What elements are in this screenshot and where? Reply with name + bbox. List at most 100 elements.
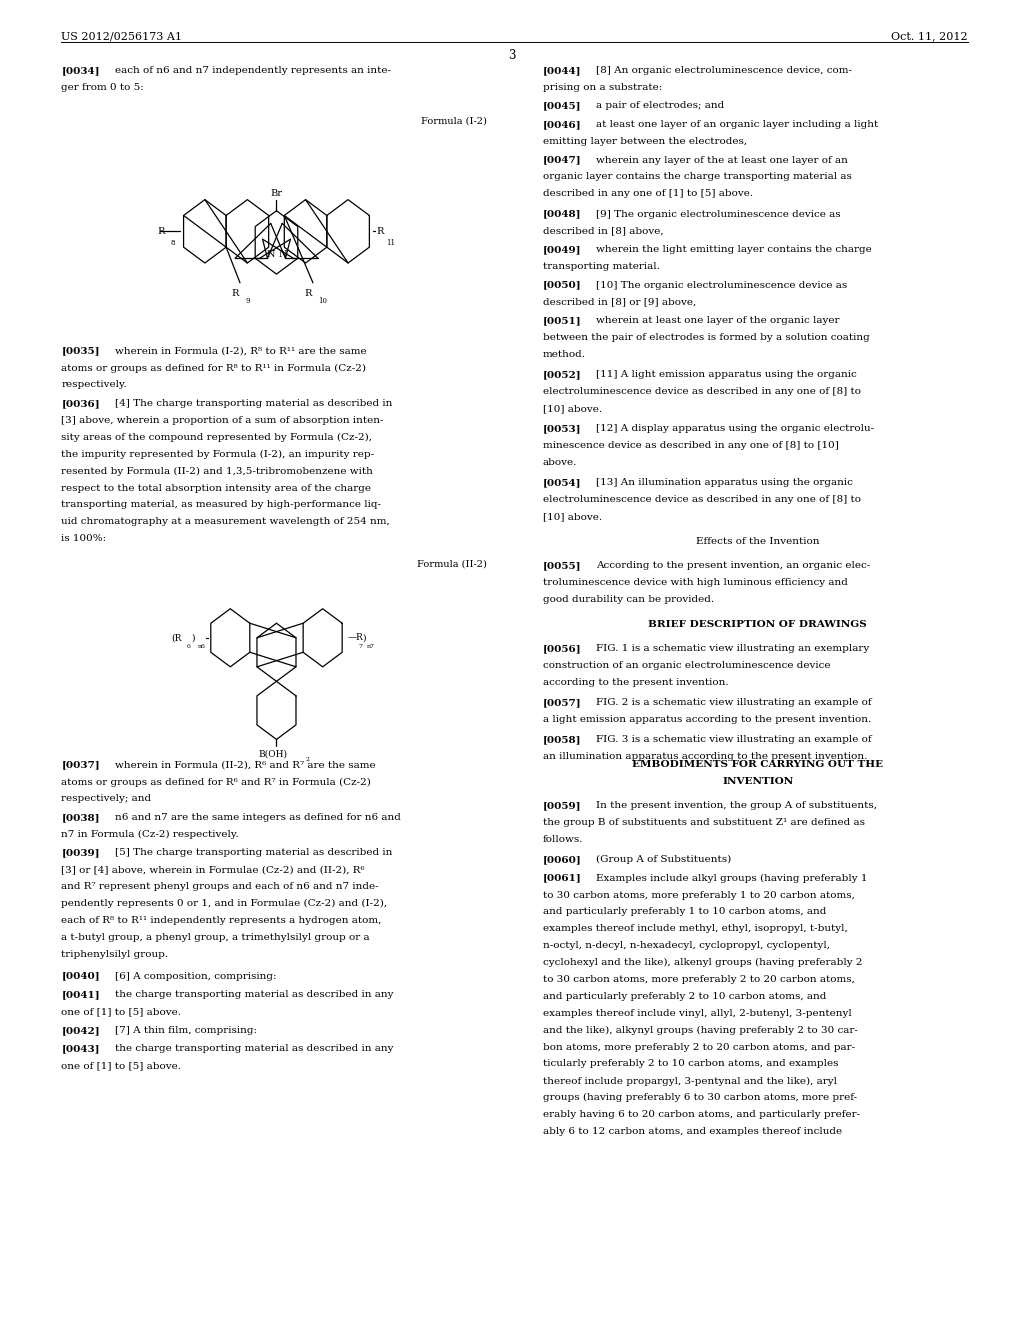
- Text: Formula (II-2): Formula (II-2): [417, 560, 486, 569]
- Text: electroluminescence device as described in any one of [8] to: electroluminescence device as described …: [543, 495, 861, 504]
- Text: thereof include propargyl, 3-pentynal and the like), aryl: thereof include propargyl, 3-pentynal an…: [543, 1076, 837, 1085]
- Text: [12] A display apparatus using the organic electrolu-: [12] A display apparatus using the organ…: [596, 424, 874, 433]
- Text: [0048]: [0048]: [543, 210, 582, 219]
- Text: [0052]: [0052]: [543, 370, 582, 379]
- Text: erably having 6 to 20 carbon atoms, and particularly prefer-: erably having 6 to 20 carbon atoms, and …: [543, 1110, 860, 1119]
- Text: respectively; and: respectively; and: [61, 795, 152, 804]
- Text: In the present invention, the group A of substituents,: In the present invention, the group A of…: [596, 801, 877, 810]
- Text: above.: above.: [543, 458, 578, 467]
- Text: Oct. 11, 2012: Oct. 11, 2012: [891, 32, 968, 42]
- Text: triphenylsilyl group.: triphenylsilyl group.: [61, 950, 169, 958]
- Text: the group B of substituents and substituent Z¹ are defined as: the group B of substituents and substitu…: [543, 818, 864, 826]
- Text: [0058]: [0058]: [543, 735, 582, 744]
- Text: 2: 2: [305, 756, 309, 762]
- Text: 8: 8: [170, 239, 174, 247]
- Text: each of n6 and n7 independently represents an inte-: each of n6 and n7 independently represen…: [115, 66, 391, 75]
- Text: ): ): [191, 634, 195, 643]
- Text: n7 in Formula (Cz-2) respectively.: n7 in Formula (Cz-2) respectively.: [61, 830, 239, 840]
- Text: ): ): [362, 634, 367, 643]
- Text: wherein at least one layer of the organic layer: wherein at least one layer of the organi…: [596, 315, 840, 325]
- Text: between the pair of electrodes is formed by a solution coating: between the pair of electrodes is formed…: [543, 333, 869, 342]
- Text: prising on a substrate:: prising on a substrate:: [543, 83, 662, 92]
- Text: construction of an organic electroluminescence device: construction of an organic electrolumine…: [543, 661, 830, 669]
- Text: [11] A light emission apparatus using the organic: [11] A light emission apparatus using th…: [596, 370, 857, 379]
- Text: method.: method.: [543, 350, 586, 359]
- Text: [0034]: [0034]: [61, 66, 100, 75]
- Text: 3: 3: [508, 49, 516, 62]
- Text: Examples include alkyl groups (having preferably 1: Examples include alkyl groups (having pr…: [596, 874, 867, 883]
- Text: minescence device as described in any one of [8] to [10]: minescence device as described in any on…: [543, 441, 839, 450]
- Text: [10] above.: [10] above.: [543, 404, 602, 413]
- Text: emitting layer between the electrodes,: emitting layer between the electrodes,: [543, 137, 746, 147]
- Text: US 2012/0256173 A1: US 2012/0256173 A1: [61, 32, 182, 42]
- Text: the charge transporting material as described in any: the charge transporting material as desc…: [115, 990, 393, 999]
- Text: [0055]: [0055]: [543, 561, 582, 570]
- Text: according to the present invention.: according to the present invention.: [543, 677, 728, 686]
- Text: BRIEF DESCRIPTION OF DRAWINGS: BRIEF DESCRIPTION OF DRAWINGS: [648, 620, 867, 630]
- Text: [7] A thin film, comprising:: [7] A thin film, comprising:: [115, 1026, 257, 1035]
- Text: resented by Formula (II-2) and 1,3,5-tribromobenzene with: resented by Formula (II-2) and 1,3,5-tri…: [61, 467, 374, 475]
- Text: [0035]: [0035]: [61, 347, 100, 355]
- Text: B(OH): B(OH): [259, 750, 288, 759]
- Text: 9: 9: [245, 297, 250, 305]
- Text: electroluminescence device as described in any one of [8] to: electroluminescence device as described …: [543, 387, 861, 396]
- Text: described in any one of [1] to [5] above.: described in any one of [1] to [5] above…: [543, 189, 753, 198]
- Text: wherein in Formula (II-2), R⁶ and R⁷ are the same: wherein in Formula (II-2), R⁶ and R⁷ are…: [115, 760, 376, 770]
- Text: and particularly preferably 1 to 10 carbon atoms, and: and particularly preferably 1 to 10 carb…: [543, 907, 826, 916]
- Text: respectively.: respectively.: [61, 380, 127, 389]
- Text: [0042]: [0042]: [61, 1026, 100, 1035]
- Text: good durability can be provided.: good durability can be provided.: [543, 595, 714, 603]
- Text: INVENTION: INVENTION: [722, 777, 794, 787]
- Text: [4] The charge transporting material as described in: [4] The charge transporting material as …: [115, 399, 392, 408]
- Text: [0039]: [0039]: [61, 849, 100, 858]
- Text: cyclohexyl and the like), alkenyl groups (having preferably 2: cyclohexyl and the like), alkenyl groups…: [543, 958, 862, 968]
- Text: organic layer contains the charge transporting material as: organic layer contains the charge transp…: [543, 173, 852, 181]
- Text: bon atoms, more preferably 2 to 20 carbon atoms, and par-: bon atoms, more preferably 2 to 20 carbo…: [543, 1043, 855, 1052]
- Text: respect to the total absorption intensity area of the charge: respect to the total absorption intensit…: [61, 483, 372, 492]
- Text: and R⁷ represent phenyl groups and each of n6 and n7 inde-: and R⁷ represent phenyl groups and each …: [61, 882, 379, 891]
- Text: [0049]: [0049]: [543, 246, 582, 253]
- Text: n-octyl, n-decyl, n-hexadecyl, cyclopropyl, cyclopentyl,: n-octyl, n-decyl, n-hexadecyl, cycloprop…: [543, 941, 829, 950]
- Text: [0051]: [0051]: [543, 315, 582, 325]
- Text: [0044]: [0044]: [543, 66, 582, 75]
- Text: —R: —R: [347, 634, 362, 643]
- Text: ticularly preferably 2 to 10 carbon atoms, and examples: ticularly preferably 2 to 10 carbon atom…: [543, 1060, 839, 1068]
- Text: R: R: [377, 227, 384, 236]
- Text: ably 6 to 12 carbon atoms, and examples thereof include: ably 6 to 12 carbon atoms, and examples …: [543, 1127, 842, 1137]
- Text: wherein the light emitting layer contains the charge: wherein the light emitting layer contain…: [596, 246, 871, 253]
- Text: [0061]: [0061]: [543, 874, 582, 883]
- Text: [9] The organic electroluminescence device as: [9] The organic electroluminescence devi…: [596, 210, 841, 219]
- Text: one of [1] to [5] above.: one of [1] to [5] above.: [61, 1061, 181, 1071]
- Text: According to the present invention, an organic elec-: According to the present invention, an o…: [596, 561, 870, 570]
- Text: R: R: [158, 227, 165, 236]
- Text: the charge transporting material as described in any: the charge transporting material as desc…: [115, 1044, 393, 1053]
- Text: a pair of electrodes; and: a pair of electrodes; and: [596, 102, 724, 111]
- Text: FIG. 2 is a schematic view illustrating an example of: FIG. 2 is a schematic view illustrating …: [596, 698, 871, 708]
- Text: wherein in Formula (I-2), R⁸ to R¹¹ are the same: wherein in Formula (I-2), R⁸ to R¹¹ are …: [115, 347, 367, 355]
- Text: an illumination apparatus according to the present invention.: an illumination apparatus according to t…: [543, 752, 867, 760]
- Text: [0059]: [0059]: [543, 801, 582, 810]
- Text: n6: n6: [198, 644, 206, 649]
- Text: Effects of the Invention: Effects of the Invention: [696, 537, 819, 546]
- Text: examples thereof include vinyl, allyl, 2-butenyl, 3-pentenyl: examples thereof include vinyl, allyl, 2…: [543, 1008, 852, 1018]
- Text: one of [1] to [5] above.: one of [1] to [5] above.: [61, 1007, 181, 1016]
- Text: R: R: [231, 289, 239, 298]
- Text: FIG. 1 is a schematic view illustrating an exemplary: FIG. 1 is a schematic view illustrating …: [596, 644, 869, 653]
- Text: Formula (I-2): Formula (I-2): [421, 116, 486, 125]
- Text: each of R⁸ to R¹¹ independently represents a hydrogen atom,: each of R⁸ to R¹¹ independently represen…: [61, 916, 382, 925]
- Text: ger from 0 to 5:: ger from 0 to 5:: [61, 83, 144, 92]
- Text: [10] above.: [10] above.: [543, 512, 602, 521]
- Text: 6: 6: [186, 644, 190, 649]
- Text: [0056]: [0056]: [543, 644, 582, 653]
- Text: at least one layer of an organic layer including a light: at least one layer of an organic layer i…: [596, 120, 879, 129]
- Text: [0043]: [0043]: [61, 1044, 100, 1053]
- Text: n7: n7: [367, 644, 375, 649]
- Text: 7: 7: [358, 644, 362, 649]
- Text: [0038]: [0038]: [61, 813, 100, 822]
- Text: (Group A of Substituents): (Group A of Substituents): [596, 855, 731, 865]
- Text: [0041]: [0041]: [61, 990, 100, 999]
- Text: and the like), alkynyl groups (having preferably 2 to 30 car-: and the like), alkynyl groups (having pr…: [543, 1026, 857, 1035]
- Text: is 100%:: is 100%:: [61, 535, 106, 544]
- Text: atoms or groups as defined for R⁸ to R¹¹ in Formula (Cz-2): atoms or groups as defined for R⁸ to R¹¹…: [61, 363, 367, 372]
- Text: [10] The organic electroluminescence device as: [10] The organic electroluminescence dev…: [596, 281, 847, 289]
